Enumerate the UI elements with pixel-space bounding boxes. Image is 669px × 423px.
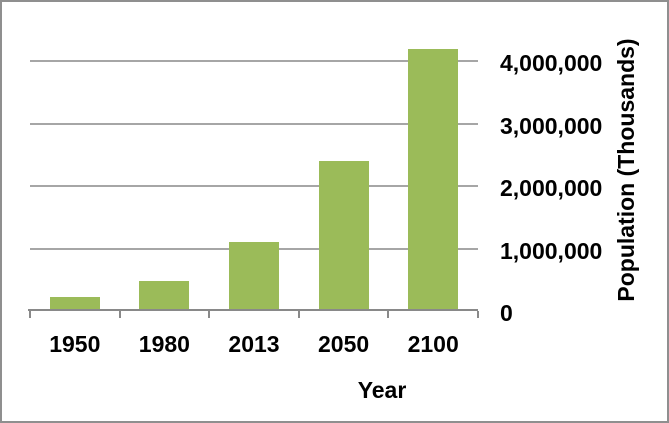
bar-1950	[49, 296, 100, 311]
x-axis-tick	[387, 311, 390, 318]
gridline-4,000,000	[30, 60, 478, 63]
x-tick-label-1950: 1950	[49, 331, 101, 357]
gridline-2,000,000	[30, 185, 478, 188]
y-tick-label: 1,000,000	[500, 237, 603, 264]
x-axis-line	[28, 309, 478, 311]
bar-1980	[139, 281, 190, 311]
x-tick-label-2013: 2013	[228, 331, 280, 357]
x-axis-tick	[29, 311, 31, 318]
y-tick-label: 3,000,000	[500, 112, 603, 139]
y-axis-title: Population (Thousands)	[613, 38, 639, 302]
bar-2013	[229, 242, 279, 311]
x-tick-label-2050: 2050	[318, 331, 370, 357]
x-axis-tick	[297, 311, 300, 318]
gridline-3,000,000	[30, 122, 478, 125]
y-tick-label: 2,000,000	[500, 175, 603, 202]
bar-2100	[408, 48, 459, 311]
x-axis-title: Year	[357, 377, 407, 403]
y-tick-label: 0	[500, 300, 513, 326]
bar-2050	[318, 161, 369, 311]
x-axis-tick	[477, 311, 479, 318]
x-tick-label-1980: 1980	[138, 331, 190, 357]
x-axis-tick	[118, 311, 121, 318]
x-axis-tick	[208, 311, 211, 318]
y-tick-label: 4,000,000	[500, 50, 603, 77]
x-tick-label-2100: 2100	[407, 331, 459, 357]
